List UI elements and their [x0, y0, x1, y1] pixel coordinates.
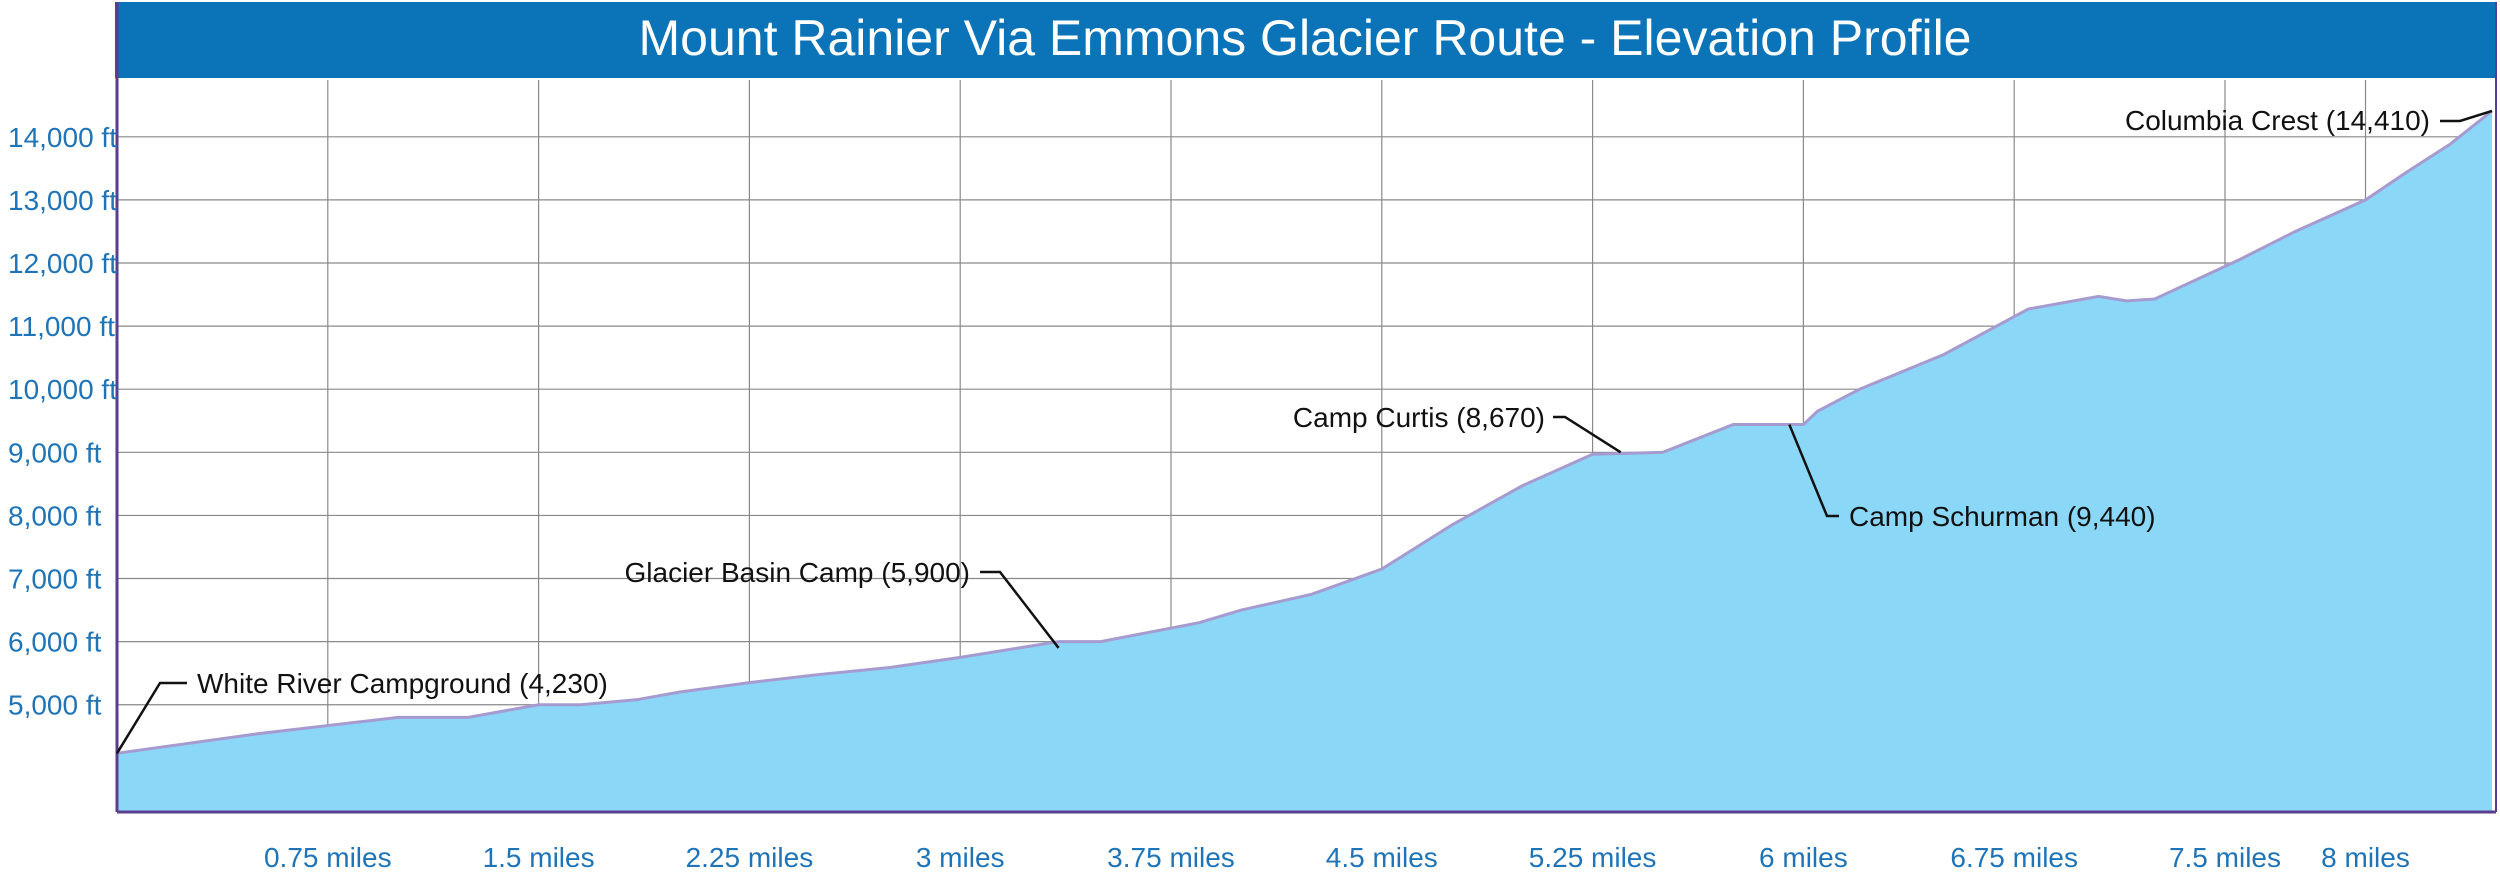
y-tick-label-3: 8,000 ft	[8, 500, 102, 531]
elevation-area	[117, 110, 2492, 812]
x-tick-labels: 0.75 miles 1.5 miles 2.25 miles 3 miles 3.75…	[264, 842, 2410, 873]
y-tick-label-6: 11,000 ft	[8, 311, 115, 342]
x-tick-label-5: 4.5 miles	[1326, 842, 1438, 873]
annotation-leader-4	[2440, 109, 2493, 123]
x-tick-label-7: 6 miles	[1759, 842, 1848, 873]
x-tick-label-1: 1.5 miles	[483, 842, 595, 873]
x-tick-label-3: 3 miles	[916, 842, 1005, 873]
axis-layer	[115, 2, 2497, 814]
annotation-label-4: Columbia Crest (14,410)	[2125, 105, 2430, 136]
annotation-label-2: Camp Curtis (8,670)	[1293, 402, 1545, 433]
annotation-label-1: Glacier Basin Camp (5,900)	[625, 557, 970, 588]
x-tick-label-6: 5.25 miles	[1529, 842, 1657, 873]
annotation-label-3: Camp Schurman (9,440)	[1849, 501, 2156, 532]
y-tick-label-7: 12,000 ft	[8, 248, 117, 279]
annotation-leader-1	[980, 570, 1060, 649]
y-tick-label-2: 7,000 ft	[8, 564, 102, 595]
x-tick-label-0: 0.75 miles	[264, 842, 392, 873]
y-tick-label-0: 5,000 ft	[8, 690, 102, 721]
y-tick-label-8: 13,000 ft	[8, 185, 117, 216]
y-tick-labels: 5,000 ft 6,000 ft 7,000 ft 8,000 ft 9,000 ft…	[8, 122, 117, 721]
x-tick-label-9: 7.5 miles	[2169, 842, 2281, 873]
x-tick-label-2: 2.25 miles	[686, 842, 814, 873]
annotation-leader-3	[1788, 424, 1839, 518]
y-tick-label-9: 14,000 ft	[8, 122, 117, 153]
x-tick-label-4: 3.75 miles	[1107, 842, 1235, 873]
y-tick-label-1: 6,000 ft	[8, 627, 102, 658]
x-tick-label-10: 8 miles	[2321, 842, 2410, 873]
elevation-line	[116, 109, 2493, 755]
annotation-leader-0	[115, 681, 187, 754]
y-tick-label-5: 10,000 ft	[8, 374, 117, 405]
area-layer	[116, 109, 2493, 812]
chart-title: Mount Rainier Via Emmons Glacier Route -…	[639, 10, 1972, 66]
x-tick-label-8: 6.75 miles	[1950, 842, 2078, 873]
title-band	[115, 2, 2496, 78]
annotation-label-0: White River Campground (4,230)	[197, 668, 608, 699]
y-tick-label-4: 9,000 ft	[8, 437, 102, 468]
annotations: White River Campground (4,230) Glacier Ba…	[115, 105, 2493, 754]
annotation-leader-2	[1553, 415, 1622, 454]
